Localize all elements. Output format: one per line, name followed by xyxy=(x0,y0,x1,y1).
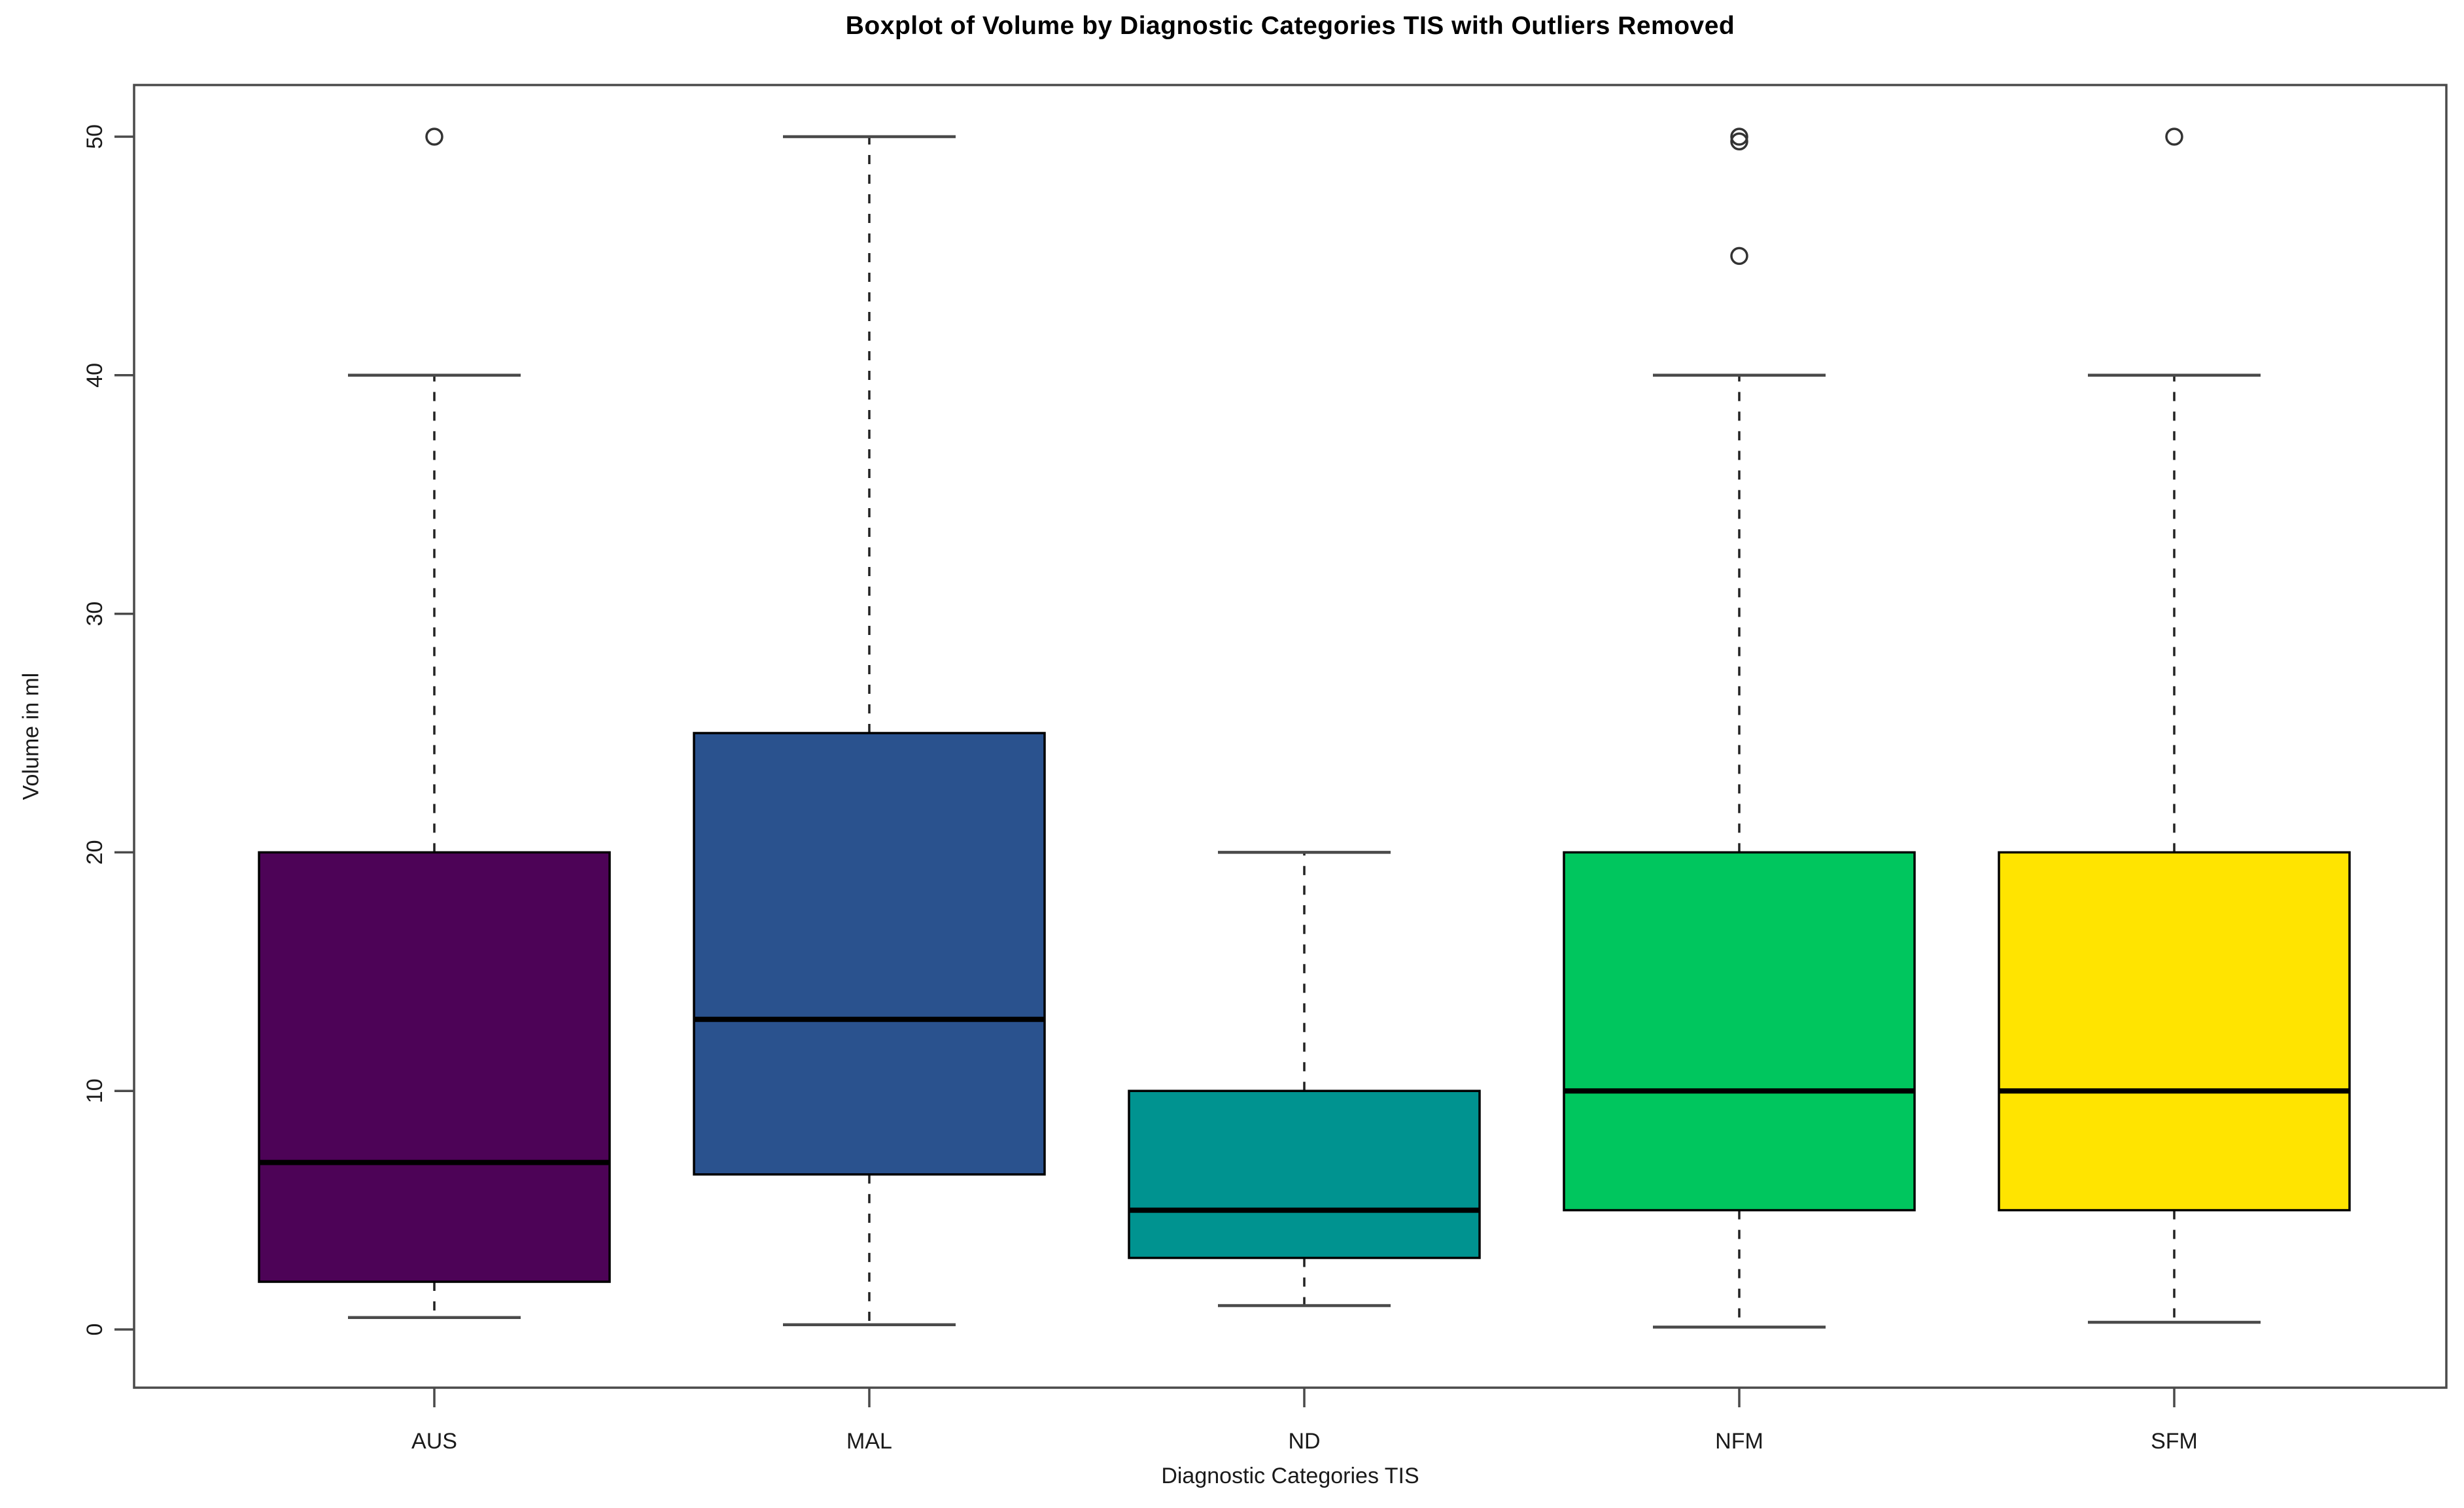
x-tick-label-AUS: AUS xyxy=(411,1429,457,1454)
iqr-box xyxy=(1563,851,1916,1212)
outlier-point xyxy=(2165,128,2183,146)
x-tick-label-SFM: SFM xyxy=(2151,1429,2198,1454)
plot-frame xyxy=(133,84,2448,1389)
box-ND xyxy=(1128,851,1481,1307)
outlier-point xyxy=(1730,128,1748,146)
box-NFM xyxy=(1563,128,1916,1329)
iqr-box xyxy=(1998,851,2351,1212)
outlier-point xyxy=(425,128,443,146)
box-MAL xyxy=(693,135,1046,1326)
y-tick-label: 10 xyxy=(82,1078,107,1103)
box-SFM xyxy=(1998,128,2351,1324)
x-tick-label-ND: ND xyxy=(1288,1429,1320,1454)
x-tick-label-NFM: NFM xyxy=(1715,1429,1763,1454)
x-tick-label-MAL: MAL xyxy=(846,1429,892,1454)
iqr-box xyxy=(1128,1089,1481,1260)
outlier-point xyxy=(1730,132,1748,151)
box-AUS xyxy=(258,128,611,1320)
y-tick-label: 40 xyxy=(82,363,107,388)
iqr-box xyxy=(258,851,611,1283)
y-tick-label: 20 xyxy=(82,840,107,865)
y-tick-label: 0 xyxy=(82,1324,107,1336)
x-axis-title: Diagnostic Categories TIS xyxy=(1161,1464,1419,1488)
chart-title: Boxplot of Volume by Diagnostic Categori… xyxy=(845,12,1735,40)
y-tick-label: 50 xyxy=(82,124,107,149)
outlier-point xyxy=(1730,247,1748,266)
y-tick-label: 30 xyxy=(82,602,107,626)
iqr-box xyxy=(693,732,1046,1176)
